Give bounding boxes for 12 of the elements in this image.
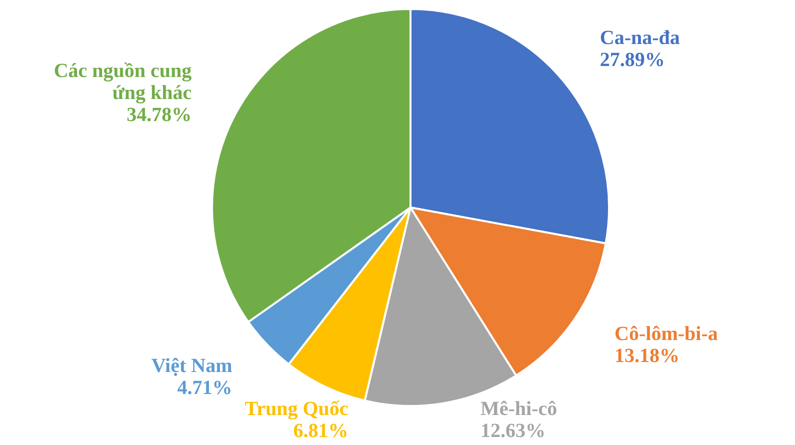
data-label: 12.63% — [480, 420, 546, 442]
slice-label: Các nguồn cung ứng khác — [54, 60, 192, 104]
slice-label: Mê-hi-cô — [480, 398, 558, 420]
slice-label: Ca-na-đa — [600, 26, 680, 49]
data-label: 4.71% — [177, 376, 232, 399]
data-label: 34.78% — [126, 104, 192, 126]
data-label: 6.81% — [293, 420, 348, 442]
slice-label: Việt Nam — [151, 354, 233, 377]
slice-label: Cô-lôm-bi-a — [614, 322, 718, 345]
slice-label: Trung Quốc — [244, 398, 348, 420]
data-label: 13.18% — [614, 344, 680, 367]
data-label: 27.89% — [600, 48, 665, 71]
